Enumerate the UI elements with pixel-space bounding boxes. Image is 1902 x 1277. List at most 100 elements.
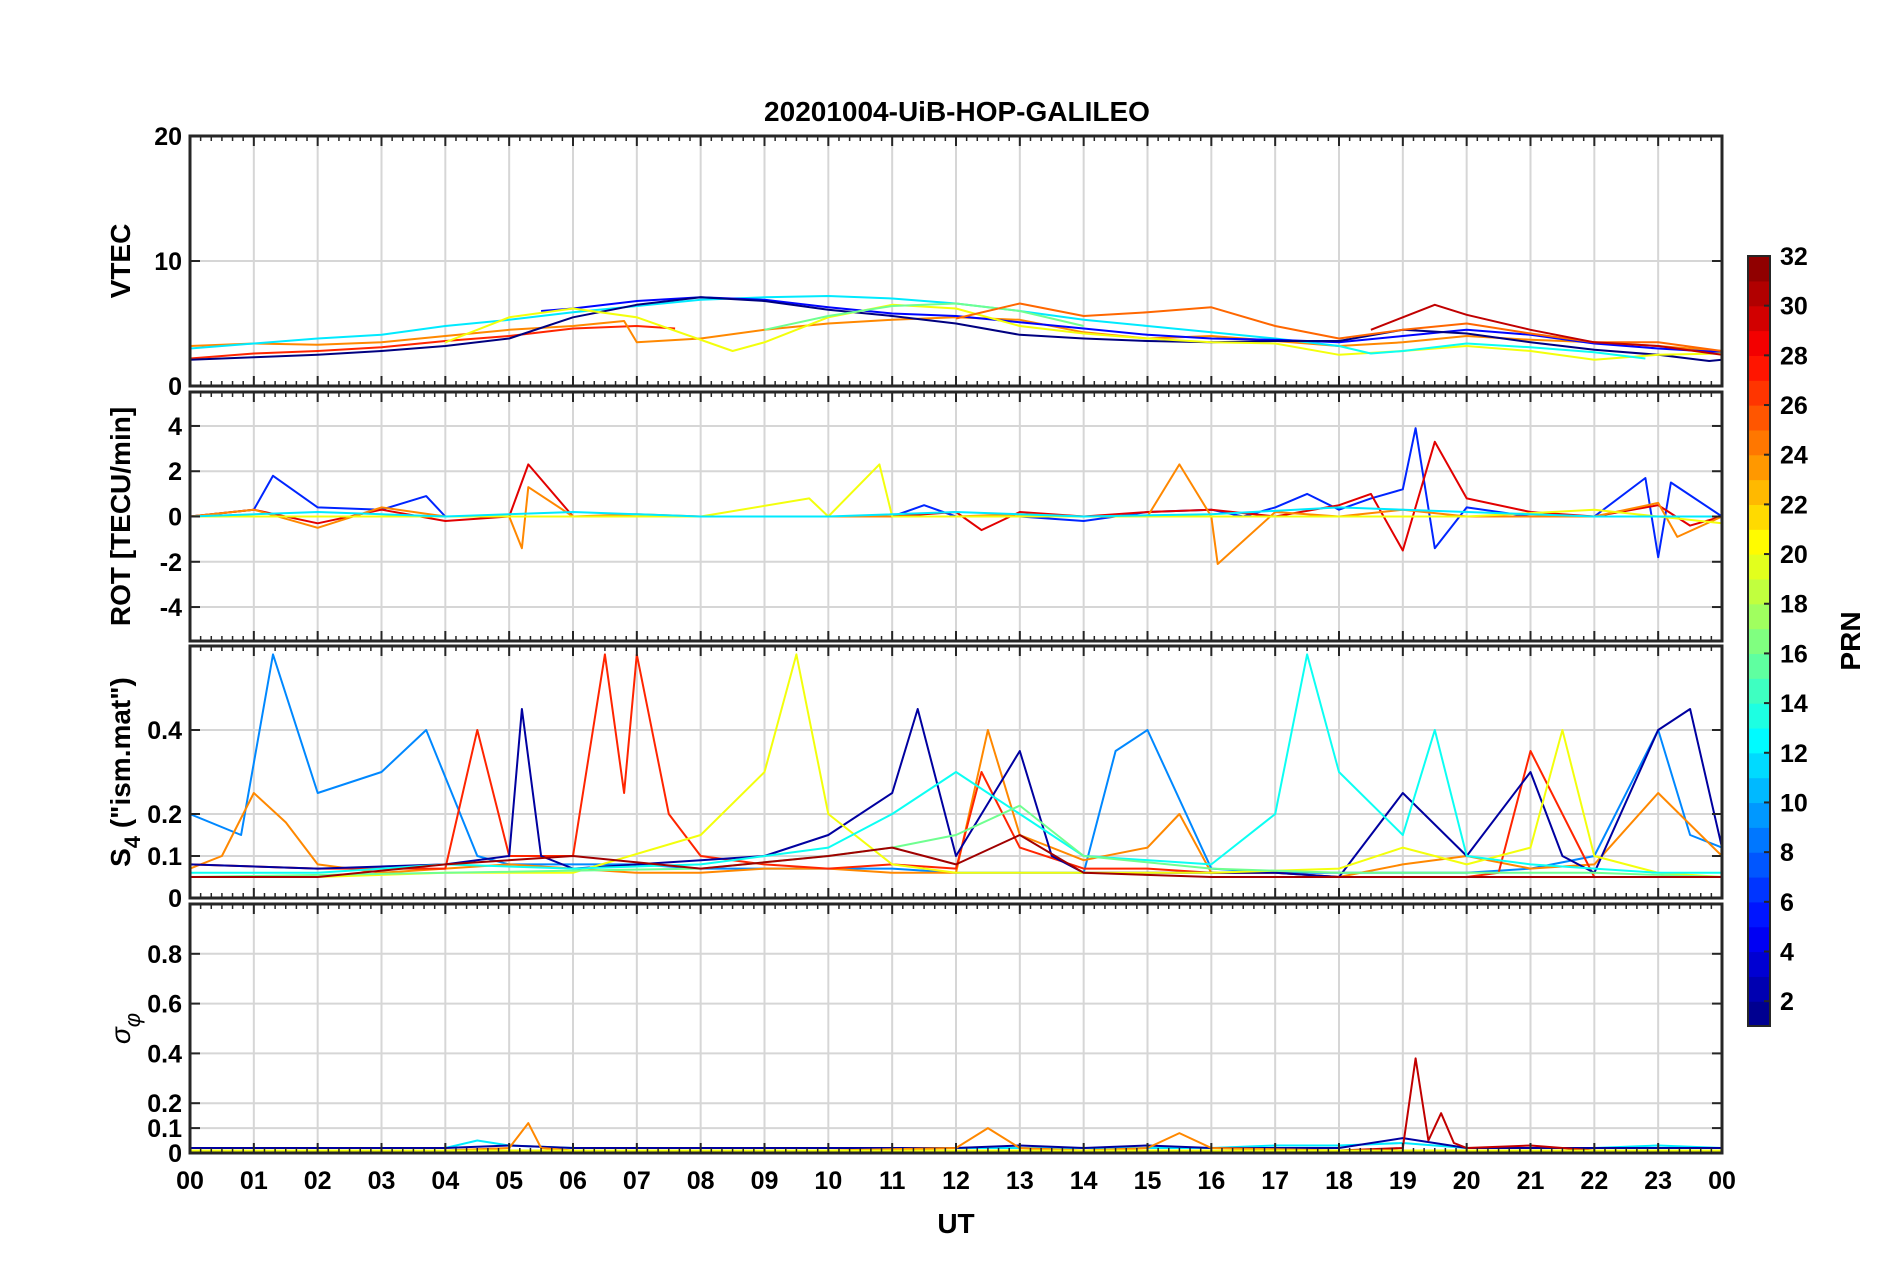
colorbar-tick-label: 28 (1780, 342, 1808, 370)
colorbar-tick-label: 8 (1780, 839, 1794, 867)
colorbar-bin (1748, 1001, 1770, 1027)
colorbar-tick-label: 18 (1780, 591, 1808, 619)
x-tick-label: 05 (495, 1167, 523, 1195)
y-tick-label: 0 (168, 1140, 182, 1168)
x-axis-label: UT (937, 1208, 974, 1239)
colorbar-bin (1748, 504, 1770, 530)
x-tick-label: 15 (1134, 1167, 1162, 1195)
x-tick-label: 23 (1644, 1167, 1672, 1195)
x-tick-label: 13 (1006, 1167, 1034, 1195)
y-tick-label: 0.1 (147, 1115, 182, 1143)
y-tick-label: 4 (168, 413, 182, 441)
colorbar-tick-label: 6 (1780, 889, 1794, 917)
series-line-prn-20 (444, 303, 1722, 361)
series-line-prn-30 (1370, 303, 1722, 356)
colorbar-label: PRN (1835, 611, 1866, 670)
y-axis-label-base: σ (105, 1026, 136, 1044)
colorbar-frame (1747, 255, 1771, 1027)
x-tick-label: 08 (687, 1167, 715, 1195)
y-tick-label: 20 (154, 123, 182, 151)
x-tick-label: 10 (814, 1167, 842, 1195)
y-axis-label: ROT [TECU/min] (105, 407, 136, 626)
y-tick-label: 2 (168, 458, 182, 486)
colorbar-tick-label: 22 (1780, 491, 1808, 519)
series-line-prn-6 (190, 427, 1722, 559)
y-tick-label: 0 (168, 504, 182, 532)
series-line-prn-13 (190, 653, 1722, 874)
x-tick-label: 14 (1070, 1167, 1098, 1195)
colorbar-tick-label: 20 (1780, 541, 1808, 569)
x-tick-label: 02 (304, 1167, 332, 1195)
colorbar-tick-label: 2 (1780, 988, 1794, 1016)
series-line-prn-20 (190, 653, 1722, 878)
colorbar-bin (1748, 678, 1770, 704)
y-axis-label-sub: φ (120, 1013, 145, 1027)
colorbar-tick-label: 26 (1780, 392, 1808, 420)
series-line-prn-2 (190, 708, 1722, 878)
y-tick-label: 0.2 (147, 1090, 182, 1118)
y-axis-label: VTEC (105, 224, 136, 299)
colorbar-bin (1748, 578, 1770, 605)
series-line-prn-12 (190, 506, 1722, 518)
colorbar-tick-label: 24 (1780, 442, 1808, 470)
colorbar-tick-label: 14 (1780, 690, 1808, 718)
x-tick-label: 01 (240, 1167, 268, 1195)
x-tick-label: 19 (1389, 1167, 1417, 1195)
x-tick-label: 07 (623, 1167, 651, 1195)
colorbar-bin (1748, 752, 1770, 779)
series-group (190, 653, 1722, 878)
x-tick-label: 18 (1325, 1167, 1353, 1195)
y-tick-label: 0 (168, 373, 182, 401)
y-tick-label: -2 (160, 549, 182, 577)
colorbar-bin (1748, 256, 1770, 282)
series-line-prn-27 (190, 325, 676, 360)
y-tick-label: 0.6 (147, 991, 182, 1019)
colorbar-tick-label: 32 (1780, 243, 1808, 271)
colorbar-bin (1748, 777, 1770, 804)
colorbar-bin (1748, 529, 1770, 555)
y-axis-label-sub: 4 (120, 835, 145, 848)
colorbar-bin (1748, 802, 1770, 828)
colorbar-bin (1748, 876, 1770, 903)
colorbar-tick-label: 4 (1780, 938, 1794, 966)
series-line-prn-1 (190, 296, 1722, 362)
y-axis-label-rest: ("ism.mat") (105, 677, 136, 836)
figure-title: 20201004-UiB-HOP-GALILEO (764, 96, 1150, 127)
series-line-prn-20 (190, 463, 1722, 525)
y-axis-label-base: S (105, 848, 136, 867)
x-tick-label: 11 (879, 1167, 906, 1195)
colorbar-bin (1748, 926, 1770, 953)
series-group (190, 427, 1722, 565)
colorbar-bin (1748, 380, 1770, 406)
colorbar-bin (1748, 479, 1770, 505)
colorbar-bin (1748, 280, 1770, 307)
panel-sigma_phi: 00.10.2 0.4 0.6 0.8 00 01 02 03 04 05 06 07 08 09 10 11… (105, 902, 1736, 1239)
colorbar-tick-label: 16 (1780, 640, 1808, 668)
colorbar-bin (1748, 405, 1770, 431)
colorbar-bin (1748, 827, 1770, 853)
colorbar-bin (1748, 330, 1770, 356)
y-tick-label: 0.2 (147, 801, 182, 829)
colorbar-bin (1748, 727, 1770, 754)
colorbar-bin (1748, 852, 1770, 878)
panel-vtec: 0 10 20 VTEC (105, 123, 1724, 401)
y-tick-label: 0 (168, 885, 182, 913)
colorbar-bin (1748, 355, 1770, 381)
colorbar-bin (1748, 454, 1770, 481)
colorbar-bin (1748, 628, 1770, 655)
colorbar-bin (1748, 653, 1770, 679)
series-line-prn-16 (764, 302, 1084, 331)
y-tick-label: 0.4 (147, 1040, 182, 1068)
panel-rot: -4 -2 0 2 4 ROT [TECU/min] (105, 390, 1724, 643)
x-tick-label: 21 (1517, 1167, 1545, 1195)
colorbar-bin (1748, 951, 1770, 977)
colorbar-bin (1748, 429, 1770, 456)
colorbar-bin (1748, 554, 1770, 580)
series-line-prn-24 (190, 316, 1722, 352)
y-axis-label: S4 ("ism.mat") (105, 677, 145, 867)
y-tick-label: 0.1 (147, 843, 182, 871)
